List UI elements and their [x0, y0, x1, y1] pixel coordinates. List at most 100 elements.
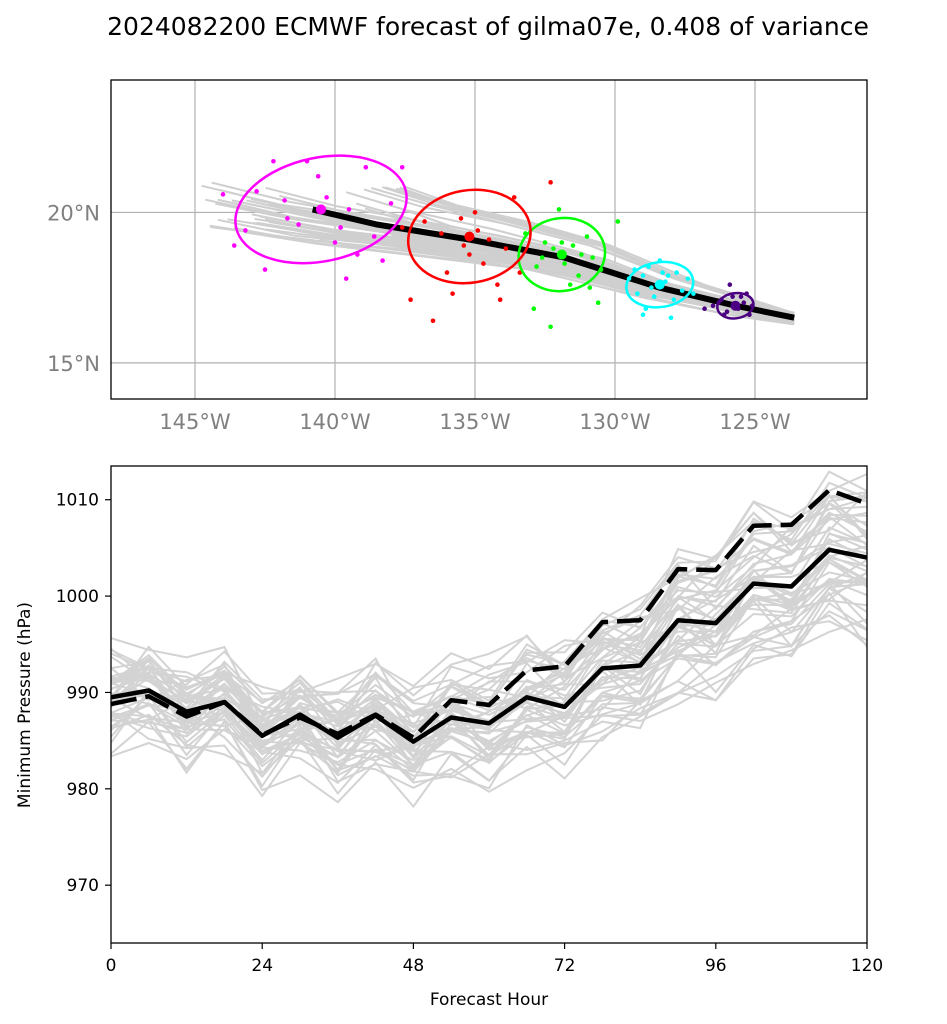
ensemble-position-point: [296, 222, 301, 227]
uncertainty-ellipse: [517, 216, 607, 293]
x-tick-label: 72: [554, 956, 576, 976]
ensemble-position-point: [576, 273, 581, 278]
ensemble-position-point: [741, 300, 747, 305]
ensemble-pressure-line: [111, 578, 867, 749]
ensemble-position-point: [724, 309, 730, 315]
map-tick-labels: 145°W 140°W 135°W 130°W 125°W 15°N 20°N: [47, 201, 791, 434]
ensemble-track-line: [265, 186, 795, 314]
x-tick-label: 96: [705, 956, 727, 976]
ensemble-position-point: [635, 291, 640, 296]
ensemble-track-line: [245, 231, 795, 323]
ensemble-position-point: [685, 276, 691, 281]
ensemble-position-point: [727, 282, 733, 287]
y-tick-label: 990: [67, 683, 99, 703]
y-tick-label: 1000: [56, 587, 99, 607]
ensemble-position-point: [579, 252, 584, 257]
ensemble-pressure-lines: [111, 470, 867, 809]
uncertainty-ellipse: [716, 291, 755, 320]
ensemble-tracks: [201, 181, 795, 326]
map-xtick-label: 145°W: [159, 410, 231, 434]
map-xtick-label: 125°W: [719, 410, 791, 434]
ensemble-position-point: [674, 270, 679, 275]
ensemble-position-point: [399, 164, 405, 170]
ensemble-position-point: [346, 207, 352, 212]
ensemble-position-point: [315, 174, 321, 179]
ensemble-position-point: [668, 315, 674, 321]
ellipse-center-point: [556, 249, 567, 260]
ensemble-position-point: [738, 294, 744, 299]
ensemble-position-point: [363, 164, 369, 170]
ensemble-position-point: [282, 198, 287, 203]
ensemble-pressure-line: [111, 620, 867, 796]
ensemble-pressure-line: [111, 531, 867, 760]
ensemble-position-point: [408, 297, 413, 302]
ensemble-pressure-line: [111, 511, 867, 723]
x-tick-label: 48: [403, 956, 425, 976]
pressure-panel: 0 24 48 72 96 120 970 980 990 1000 1010 Forecast H…: [15, 465, 883, 1010]
ensemble-position-point: [332, 240, 338, 245]
ensemble-position-point: [551, 246, 556, 251]
ensemble-position-point: [439, 231, 444, 236]
ensemble-position-point: [556, 207, 562, 212]
ensemble-position-point: [567, 282, 573, 287]
ensemble-position-point: [475, 228, 481, 233]
ensemble-position-point: [467, 252, 472, 257]
ensemble-position-point: [548, 324, 553, 330]
map-ytick-label: 15°N: [47, 352, 100, 376]
ensemble-position-point: [380, 258, 385, 263]
ensemble-position-point: [534, 264, 539, 269]
ensemble-position-point: [497, 297, 503, 302]
y-tick-label: 1010: [56, 491, 99, 511]
ensemble-position-point: [262, 267, 268, 272]
ensemble-position-point: [371, 234, 377, 239]
ensemble-position-point: [542, 240, 548, 245]
ensemble-position-point: [660, 270, 665, 275]
uncertainty-ellipse: [234, 154, 408, 265]
ensemble-pressure-line: [111, 614, 867, 790]
ensemble-position-point: [559, 240, 565, 245]
y-tick-label: 970: [67, 876, 99, 896]
pressure-frame: [110, 465, 868, 944]
ensemble-position-point: [710, 303, 716, 309]
map-content: [201, 154, 795, 330]
track-map-panel: 145°W 140°W 135°W 130°W 125°W 15°N 20°N: [47, 79, 868, 434]
ensemble-position-point: [343, 276, 349, 281]
ensemble-position-point: [679, 288, 685, 293]
ensemble-position-point: [651, 294, 657, 299]
ellipse-center-point: [730, 300, 741, 311]
ensemble-pressure-line: [111, 618, 867, 798]
ellipse-center-point: [464, 231, 475, 242]
solid-pressure-line: [111, 547, 867, 744]
ensemble-position-point: [587, 285, 593, 290]
ensemble-position-point: [640, 273, 646, 278]
ensemble-position-point: [511, 195, 517, 200]
ensemble-position-point: [388, 201, 394, 206]
pressure-main-lines: [111, 487, 867, 744]
ensemble-position-point: [615, 219, 621, 224]
ensemble-position-point: [730, 294, 735, 299]
ensemble-position-point: [399, 225, 405, 230]
map-xtick-label: 130°W: [579, 410, 651, 434]
ensemble-position-point: [481, 261, 486, 266]
ensemble-position-point: [584, 234, 590, 239]
ellipse-center-point: [316, 204, 326, 215]
x-tick-label: 0: [106, 956, 117, 976]
uncertainty-ellipse: [625, 260, 695, 309]
ensemble-position-point: [271, 158, 276, 164]
ensemble-position-point: [458, 216, 464, 221]
ensemble-pressure-line: [111, 491, 867, 703]
ensemble-position-point: [324, 195, 329, 200]
map-frame: [110, 79, 868, 400]
map-ytick-label: 20°N: [47, 201, 100, 225]
ensemble-position-point: [472, 210, 478, 215]
dashed-pressure-line: [111, 487, 867, 740]
ensemble-position-point: [503, 246, 509, 251]
y-axis-label: Minimum Pressure (hPa): [15, 602, 35, 808]
map-xtick-label: 135°W: [439, 410, 511, 434]
map-xtick-label: 140°W: [299, 410, 371, 434]
ellipse-center-point: [654, 279, 665, 290]
ensemble-position-point: [691, 291, 696, 296]
ensemble-position-point: [671, 297, 677, 302]
ensemble-pressure-line: [111, 583, 867, 788]
